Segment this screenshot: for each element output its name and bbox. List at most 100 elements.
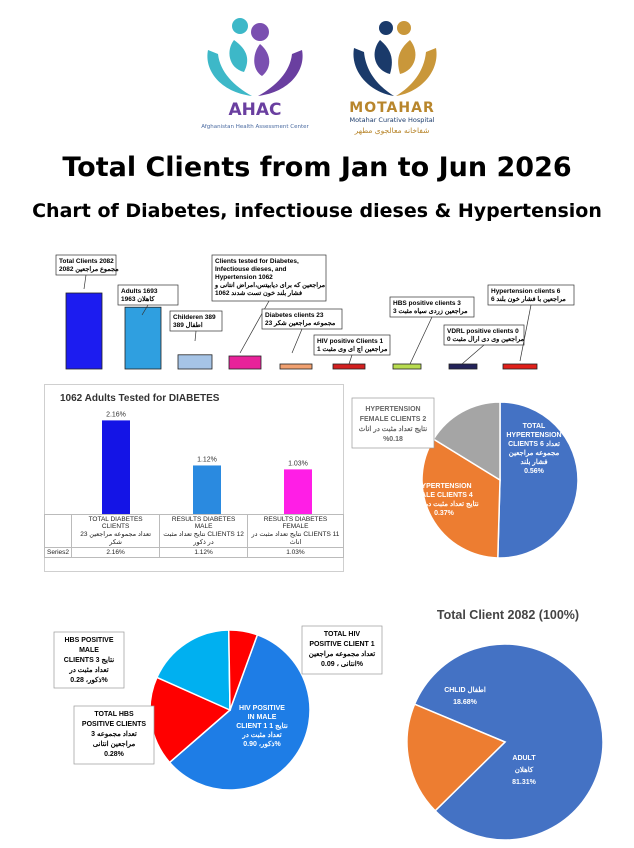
infectious-slice-label: HBS POSITIVE <box>64 637 113 644</box>
diabetes-bar <box>102 420 130 514</box>
overview-bar <box>124 306 162 370</box>
infectious-callout-box <box>301 625 383 675</box>
motahar-name: MOTAHAR <box>349 100 435 116</box>
hypertension-slice-label: HYPERTENSION <box>506 432 561 439</box>
infectious-slice-label: IN MALE <box>248 714 277 721</box>
diabetes-chart-title: 1062 Adults Tested for DIABETES <box>60 393 220 404</box>
infectious-slice-label: تعداد مثبت در <box>68 666 108 674</box>
infectious-callout-box <box>53 631 125 689</box>
client-slice-label: کاهلان <box>515 766 534 774</box>
callout-text: 389 اطفال <box>173 321 203 329</box>
ahac-name: AHAC <box>228 100 282 120</box>
callout-text: VDRL positive clients 0 <box>447 328 519 335</box>
hypertension-slice-label: HYPERTENSION <box>416 483 471 490</box>
callout-box <box>389 296 475 318</box>
hypertension-slice-label: %0.18 <box>383 436 403 443</box>
infectious-slice-label: ذکور، 0.28% <box>70 676 108 684</box>
category-line: نتایج تعداد مثبت در CLIENTS 11 <box>251 531 340 538</box>
overview-bar <box>228 355 262 370</box>
overview-bar <box>177 354 213 370</box>
infectious-slice-label: انتانی ، 0.09% <box>321 660 364 668</box>
category-line: نتایج تعداد مثبت CLIENTS 12 <box>163 531 244 538</box>
client-pie-slice <box>413 643 604 841</box>
client-slice-label: CHLID اطفال <box>444 686 486 694</box>
infectious-slice-label: تعداد مجموعه 3 <box>91 730 137 738</box>
overview-bar <box>65 292 103 370</box>
infectious-slice-label: TOTAL HIV <box>324 631 361 638</box>
category-line: اناث <box>289 539 302 546</box>
infectious-slice-label: 0.28% <box>104 751 125 758</box>
hypertension-slice-label: نتایج تعداد مثبت در اناث <box>359 425 428 433</box>
category-line: TOTAL DIABETES CLIENTS <box>88 516 143 530</box>
motahar-logo <box>340 12 450 142</box>
diabetes-bar <box>284 469 312 514</box>
callout-box <box>55 254 117 276</box>
callout-leader <box>461 344 485 365</box>
client-pie-title: Total Client 2082 (100%) <box>436 608 580 622</box>
callout-box <box>117 284 179 306</box>
callout-text: مراجعین زردی سیاه مثبت 3 <box>393 307 468 315</box>
callout-leader <box>83 274 87 290</box>
motahar-subtitle-fa: شفاخانه معالجوی مطهر <box>354 126 430 135</box>
infectious-slice-label: تعداد مثبت در <box>241 731 281 739</box>
infectious-pie-slice <box>227 629 259 711</box>
hypertension-slice-label: نتایج تعداد مثبت در ذکور <box>408 500 478 508</box>
page-title: Total Clients from Jan to Jun 2026 <box>62 152 572 183</box>
infectious-slice-label: HIV POSITIVE <box>239 705 285 712</box>
client-pie-chart: ADULT کاهلان 81.31% CHLID اطفال 18.68% <box>406 643 604 841</box>
hypertension-pie-slice <box>432 401 501 482</box>
infectious-slice-label: CLIENTS 3 نتایج <box>64 656 114 664</box>
callout-leader <box>348 354 353 365</box>
category-line: در ذکور <box>193 539 214 546</box>
callout-text: Total Clients 2082 <box>59 258 114 265</box>
value-cell: 1.03% <box>246 547 345 558</box>
hypertension-slice-label: MALE CLIENTS 4 <box>415 492 473 499</box>
hypertension-slice-label: FEMALE CLIENTS 2 <box>360 416 427 423</box>
infectious-slice-label: مراجعین انتانی <box>93 740 136 748</box>
motahar-subtitle: Motahar Curative Hospital <box>349 116 435 124</box>
diabetes-data-table: TOTAL DIABETES CLIENTS تعداد مجموعه مراج… <box>43 514 345 558</box>
diabetes-bar-label: 1.03% <box>288 460 308 467</box>
callout-leader <box>194 330 197 342</box>
infectious-callout-box <box>73 705 155 765</box>
callout-leader <box>409 316 433 365</box>
hypertension-slice-label: CLIENTS 6 تعداد <box>508 440 560 448</box>
callout-text: مراجعین اچ ای وی مثبت 1 <box>317 345 388 353</box>
ahac-subtitle: Afghanistan Health Assessment Center <box>201 124 309 130</box>
ahac-logo <box>190 10 320 140</box>
infectious-slice-label: POSITIVE CLIENT 1 <box>309 641 374 648</box>
callout-leader <box>141 304 149 316</box>
hypertension-slice-label: فشار بلند <box>520 458 547 466</box>
infectious-pie-slice <box>155 629 231 712</box>
hypertension-slice-label: TOTAL <box>523 423 546 430</box>
callout-box <box>487 284 575 306</box>
client-slice-label: 81.31% <box>512 779 537 786</box>
overview-bar <box>332 363 366 370</box>
callout-text: Childeren 389 <box>173 314 216 321</box>
infectious-slice-label: POSITIVE CLIENTS <box>82 721 147 728</box>
overview-bar <box>279 363 313 370</box>
page-subtitle: Chart of Diabetes, infectiouse dieses & … <box>32 200 602 222</box>
overview-bar <box>392 363 422 370</box>
hypertension-slice-label: HYPERTENSION <box>365 406 420 413</box>
hypertension-callout-box <box>351 397 435 449</box>
category-line: RESULTS DIABETES MALE <box>171 516 236 530</box>
overview-bar <box>448 363 478 370</box>
callout-text: Adults 1693 <box>121 288 158 295</box>
category-line: تعداد مجموعه مراجعین 23 <box>80 531 152 538</box>
callout-text: Hypertension 1062 <box>215 274 273 281</box>
diabetes-bar-chart: 2.16% 1.12% 1.03% <box>102 411 312 514</box>
callout-text: HBS positive clients 3 <box>393 300 461 307</box>
callout-box <box>211 254 327 302</box>
callout-box <box>261 308 343 330</box>
table-row: Series2 2.16% 1.12% 1.03% <box>43 547 345 558</box>
callout-text: 1963 کاهلان <box>121 295 155 303</box>
callout-text: فشار بلند خون تست شدند 1062 <box>215 289 302 297</box>
category-cell: TOTAL DIABETES CLIENTS تعداد مجموعه مراج… <box>71 514 161 548</box>
overview-bar <box>502 363 538 370</box>
infectious-slice-label: ذکور، 0.90% <box>243 740 281 748</box>
infectious-slice-label: MALE <box>79 647 99 654</box>
